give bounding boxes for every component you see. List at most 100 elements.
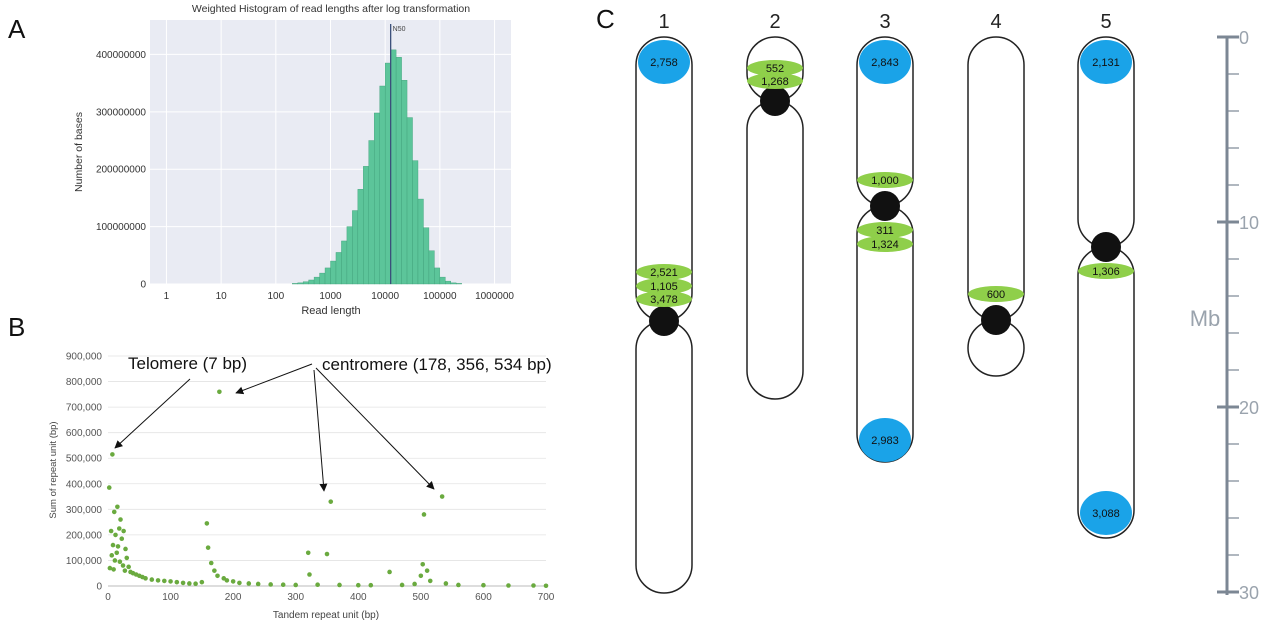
histogram-bar <box>302 281 309 285</box>
scatter-point <box>420 561 426 567</box>
scatter-x-tick-label: 700 <box>538 592 555 603</box>
histogram-bar <box>313 276 320 285</box>
histogram-bar <box>450 282 457 285</box>
panel-c-letter: C <box>596 4 615 34</box>
scatter-point <box>421 512 427 517</box>
histogram-bar <box>319 272 326 285</box>
chromosome-5-label: 5 <box>1100 11 1111 33</box>
chromosome-3-blue-site-2 <box>859 418 911 462</box>
scatter-point <box>110 542 116 548</box>
chromosome-5-blue-site-1-label: 2,131 <box>1092 57 1120 69</box>
histogram-bar <box>374 112 380 285</box>
scatter-x-ticks: 0 100 200 300 400 500 600 700 <box>105 592 555 603</box>
chromosome-1-arm-lower <box>635 320 693 594</box>
histogram-bar <box>428 250 435 285</box>
scatter-y-label: Sum of repeat unit (bp) <box>48 421 59 518</box>
scatter-point <box>168 579 173 584</box>
histogram-bar <box>412 160 419 285</box>
chromosome-2-green-site-2-label: 1,268 <box>761 76 789 88</box>
scatter-x-tick-label: 200 <box>225 592 242 603</box>
scatter-point <box>116 526 122 531</box>
histogram-bar <box>423 227 430 285</box>
scatter-point <box>115 544 121 549</box>
scatter-point <box>531 583 536 588</box>
histogram-bar <box>395 57 402 285</box>
scatter-point <box>180 580 186 586</box>
scatter-point <box>121 528 126 534</box>
scatter-point <box>155 578 161 583</box>
scatter-y-tick-label: 500,000 <box>66 454 103 465</box>
scatter-point <box>543 583 549 589</box>
histogram-bar <box>417 198 424 285</box>
scatter-point <box>412 581 417 587</box>
chromosome-5-blue-site-2-label: 3,088 <box>1092 508 1120 520</box>
scatter-point <box>399 582 405 588</box>
histogram-y-tick-label: 100000000 <box>96 222 146 233</box>
chromosome-3-green-site-2-label: 311 <box>876 225 894 237</box>
chromosome-1-centromere <box>649 306 679 336</box>
chromosome-1-green-site-2 <box>636 278 692 294</box>
scatter-point <box>118 517 123 522</box>
histogram-bar <box>401 80 408 285</box>
chromosome-4: 4 600 <box>967 11 1025 377</box>
histogram-bar <box>434 267 441 285</box>
histogram-bar <box>456 283 462 285</box>
histogram-bar <box>390 49 397 285</box>
scatter-point <box>217 389 222 395</box>
chromosome-2-green-site-1-label: 552 <box>766 63 784 75</box>
scatter-y-tick-label: 900,000 <box>66 352 103 363</box>
scatter-point <box>115 504 120 510</box>
chromosome-5-blue-site-1 <box>1080 40 1132 84</box>
scatter-point <box>506 583 511 588</box>
scatter-y-tick-label: 200,000 <box>66 530 103 541</box>
scatter-point <box>305 550 311 556</box>
histogram-x-tick-label: 10 <box>216 291 228 302</box>
histogram-bar <box>292 283 298 285</box>
scatter-point <box>109 553 115 558</box>
scatter-point <box>355 582 361 588</box>
chromosome-2: 2 552 1,268 <box>746 11 804 400</box>
scatter-point <box>107 565 113 571</box>
scatter-point <box>124 555 130 561</box>
histogram-title: Weighted Histogram of read lengths after… <box>192 3 470 15</box>
chromosome-3-label: 3 <box>879 11 890 33</box>
chromosome-3-green-site-1 <box>857 172 913 188</box>
scatter-point <box>208 560 214 566</box>
histogram-x-tick-label: 1000 <box>319 291 342 302</box>
scatter-point <box>246 581 252 586</box>
scatter-point <box>193 581 198 586</box>
chromosome-4-green-site-1-label: 600 <box>987 289 1005 301</box>
scatter-point <box>368 582 374 588</box>
chromosome-3-blue-site-2-label: 2,983 <box>871 435 899 447</box>
scatter-point <box>387 569 392 575</box>
scatter-point <box>204 521 210 526</box>
mb-scale-tick-label: 20 <box>1239 398 1259 418</box>
histogram-bar <box>439 276 446 285</box>
chromosome-1-green-site-1 <box>636 264 692 280</box>
scatter-points <box>106 389 549 589</box>
histogram-x-label: Read length <box>301 305 360 317</box>
histogram-bar <box>357 189 364 285</box>
chromosome-1-label: 1 <box>658 11 669 33</box>
histogram-bar <box>352 210 359 285</box>
histogram-bar <box>335 252 342 285</box>
scatter-point <box>280 582 286 588</box>
scatter-point <box>199 579 205 585</box>
chromosome-3-blue-site-1-label: 2,843 <box>871 57 899 69</box>
histogram-bar <box>324 267 331 285</box>
histogram-x-tick-label: 10000 <box>371 291 399 302</box>
chromosome-5-green-site-1 <box>1078 263 1134 279</box>
scatter-point <box>427 578 433 584</box>
histogram-bar <box>297 282 304 285</box>
scatter-point <box>110 452 115 457</box>
scatter-point <box>237 580 242 586</box>
scatter-point <box>113 532 118 538</box>
scatter-point <box>149 577 155 582</box>
histogram-bar <box>341 240 348 285</box>
telomere-arrow <box>114 378 191 449</box>
centromere-arrow-356 <box>313 369 328 492</box>
chromosome-5-centromere <box>1091 232 1121 262</box>
chromosome-3: 3 2,843 1,000 311 1,324 2,983 <box>856 11 914 463</box>
scatter-point <box>117 559 123 565</box>
scatter-y-tick-label: 0 <box>96 582 102 593</box>
